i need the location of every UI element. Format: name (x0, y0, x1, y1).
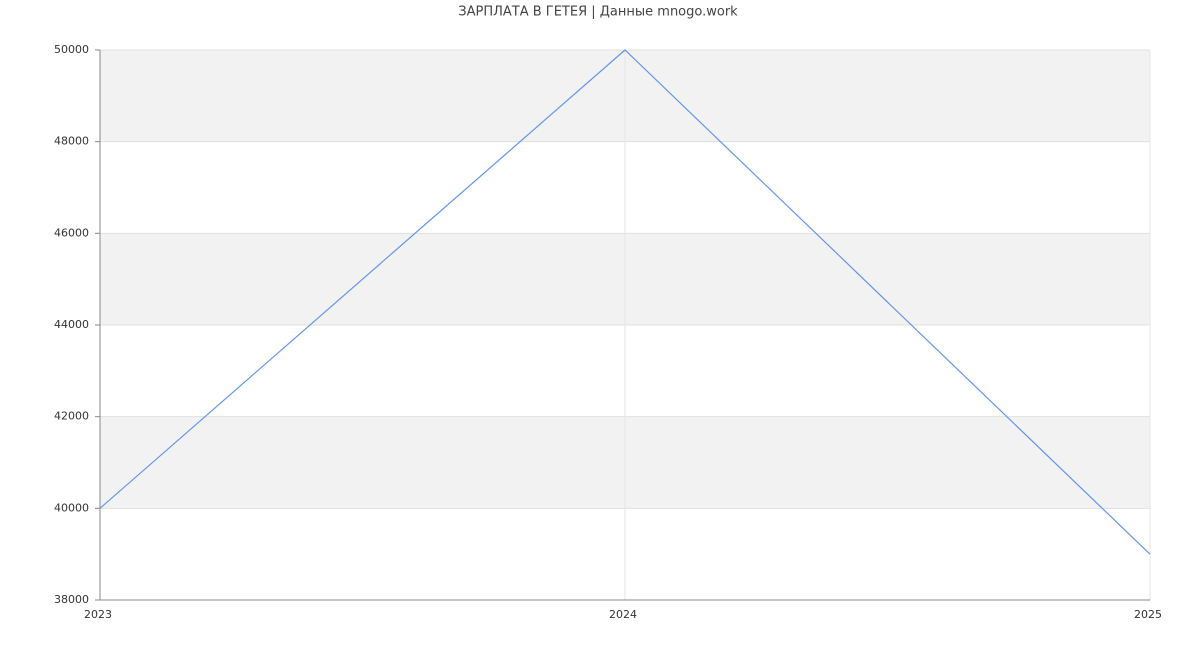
y-tick-label: 50000 (54, 43, 89, 56)
line (99, 49, 1151, 555)
y-tick-label: 40000 (54, 501, 89, 514)
y-tick-label: 42000 (54, 410, 89, 423)
y-tick-label: 46000 (54, 226, 89, 239)
x-tick-label: 2025 (1134, 608, 1162, 621)
y-tick-label: 38000 (54, 593, 89, 606)
y-tick-label: 44000 (54, 318, 89, 331)
x-tick-label: 2024 (609, 608, 637, 621)
x-tick-label: 2023 (84, 608, 112, 621)
chart-title: ЗАРПЛАТА В ГЕТЕЯ | Данные mnogo.work (458, 5, 738, 20)
y-tick-label: 48000 (54, 135, 89, 148)
